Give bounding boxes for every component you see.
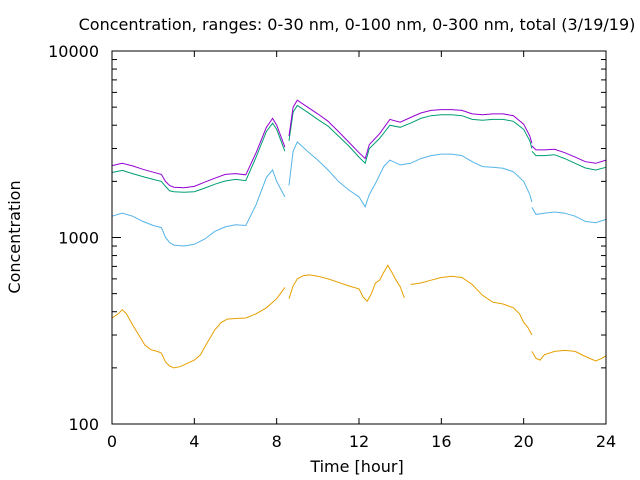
- y-tick-label: 10000: [48, 42, 99, 61]
- y-axis-label: Concentration: [5, 180, 24, 293]
- series-line-4: [111, 117, 286, 189]
- x-tick-label: 4: [189, 432, 199, 451]
- x-tick-label: 24: [596, 432, 616, 451]
- chart-title: Concentration, ranges: 0-30 nm, 0-100 nm…: [79, 15, 636, 34]
- series-line-4: [288, 99, 533, 160]
- x-tick-label: 12: [349, 432, 369, 451]
- x-tick-label: 20: [513, 432, 533, 451]
- x-axis-label: Time [hour]: [309, 457, 403, 476]
- y-tick-label: 1000: [58, 229, 99, 248]
- series-line-3: [111, 122, 286, 193]
- series-line-3: [531, 150, 607, 171]
- x-tick-label: 8: [272, 432, 282, 451]
- series-line-2: [111, 169, 286, 247]
- series-line-2: [288, 141, 533, 208]
- y-axis: 100 1000 10000: [48, 42, 606, 434]
- x-axis: 0 4 8 12 16 20 24: [107, 51, 616, 451]
- series-line-2: [531, 207, 607, 224]
- series-line-4: [531, 145, 607, 164]
- plot-series: [111, 99, 607, 369]
- series-line-1: [410, 275, 533, 336]
- plot-frame: [111, 50, 607, 425]
- series-line-1: [288, 264, 405, 303]
- series-line-3: [288, 104, 533, 165]
- series-line-1: [111, 287, 286, 369]
- series-line-1: [531, 349, 607, 362]
- x-tick-label: 0: [107, 432, 117, 451]
- x-tick-label: 16: [431, 432, 451, 451]
- y-tick-label: 100: [68, 415, 99, 434]
